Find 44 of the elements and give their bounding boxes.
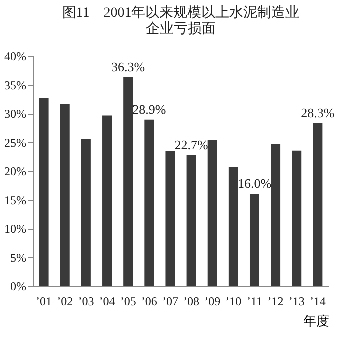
bar — [250, 194, 260, 286]
y-tick-label: 35% — [4, 78, 26, 92]
x-tick-label: ’02 — [57, 294, 74, 308]
y-tick-label: 0% — [10, 280, 26, 294]
data-label: 22.7% — [174, 137, 208, 152]
bar — [292, 150, 302, 286]
x-tick-label: ’12 — [268, 294, 284, 308]
text: 企业亏损面 — [146, 22, 216, 37]
x-tick-label: ’08 — [184, 294, 200, 308]
bar — [313, 123, 323, 286]
x-tick-label: ’09 — [204, 294, 221, 308]
bar — [228, 168, 238, 286]
bar — [271, 144, 281, 286]
bar — [81, 139, 91, 286]
y-tick-label: 30% — [4, 107, 26, 121]
y-tick-label: 10% — [4, 222, 26, 236]
data-label: 28.3% — [301, 105, 335, 120]
x-tick-label: ’13 — [288, 294, 305, 308]
bar — [144, 120, 154, 286]
x-tick-label: ’14 — [310, 294, 326, 308]
y-tick-label: 5% — [10, 250, 26, 265]
bar — [208, 140, 218, 286]
y-tick-label: 20% — [4, 164, 26, 178]
text: 图11 2001年以来规模以上水泥制造业 — [62, 6, 300, 21]
x-tick-label: ’04 — [99, 294, 116, 308]
y-tick-label: 15% — [4, 193, 26, 208]
bar — [60, 104, 70, 286]
x-tick-label: ’06 — [141, 294, 158, 308]
x-axis-title: 年度 — [304, 314, 330, 328]
bar — [102, 116, 112, 286]
data-label: 28.9% — [132, 102, 166, 117]
x-tick-label: ’11 — [246, 294, 263, 308]
x-tick-label: ’03 — [78, 294, 94, 308]
x-tick-label: ’01 — [36, 294, 52, 308]
y-tick-label: 25% — [4, 136, 26, 150]
bar — [39, 98, 49, 286]
data-label: 36.3% — [112, 59, 146, 74]
bar — [166, 151, 176, 286]
x-tick-label: ’05 — [120, 294, 136, 308]
x-tick-label: ’10 — [226, 294, 242, 308]
bar — [186, 155, 196, 286]
y-tick-label: 40% — [4, 50, 26, 64]
x-tick-label: ’07 — [162, 294, 178, 308]
bar — [124, 77, 134, 286]
